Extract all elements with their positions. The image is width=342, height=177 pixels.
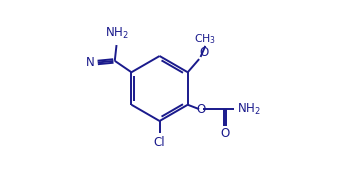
Text: O: O <box>199 46 209 59</box>
Text: Cl: Cl <box>154 136 166 149</box>
Text: CH$_3$: CH$_3$ <box>194 32 216 45</box>
Text: N: N <box>86 56 94 69</box>
Text: NH$_2$: NH$_2$ <box>237 102 261 117</box>
Text: O: O <box>220 127 229 140</box>
Text: NH$_2$: NH$_2$ <box>105 25 129 41</box>
Text: O: O <box>196 103 206 116</box>
